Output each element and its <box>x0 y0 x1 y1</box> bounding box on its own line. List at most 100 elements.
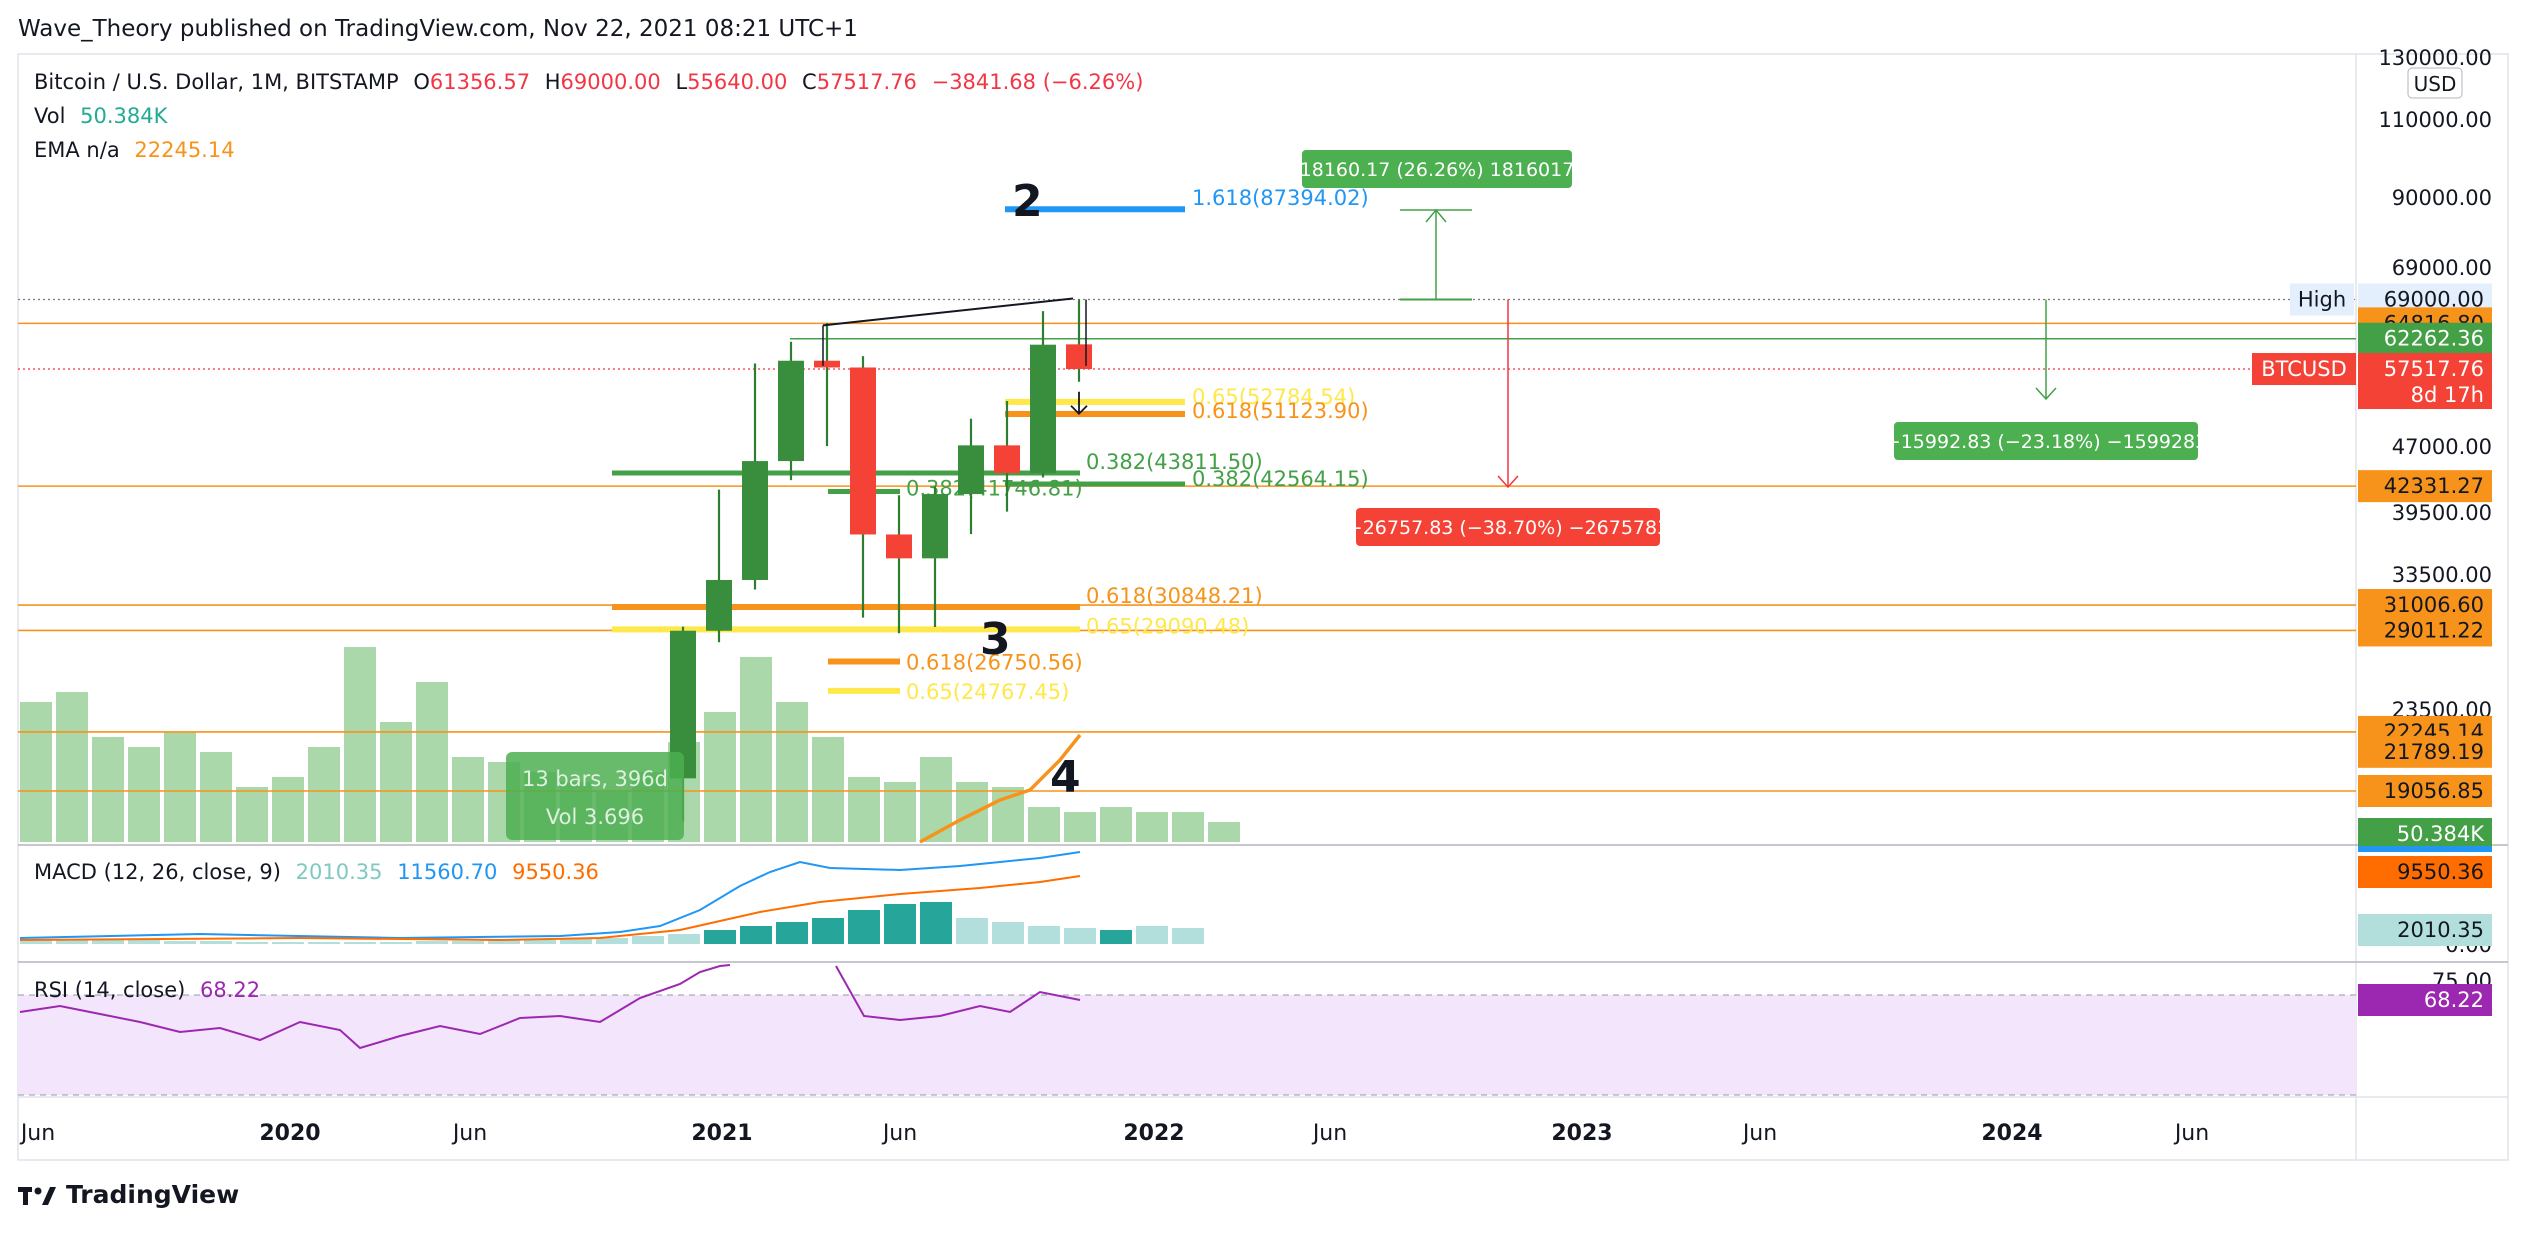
tradingview-logo: TradingView <box>18 1180 239 1209</box>
measure-up-badge <box>1302 150 1572 188</box>
time-tick: 2024 <box>1981 1121 2042 1146</box>
price-label-19056: 19056.85 <box>2384 779 2484 803</box>
candle-body <box>814 360 840 368</box>
legend-vol-value: 50.384K <box>80 104 168 128</box>
fib-label-065-mid: 0.65(29090.48) <box>1086 614 1249 638</box>
macd-layer <box>19 851 1204 944</box>
price-label-21789: 21789.19 <box>2384 740 2484 764</box>
drawings-layer: 2 3 4 18160.17 (26.26%) 1816017 −26757.83 (−… <box>506 150 2207 844</box>
legend-symbol: Bitcoin / U.S. Dollar, 1M, BITSTAMP <box>34 70 399 94</box>
ema-line <box>919 733 1082 844</box>
price-tick: 33500.00 <box>2392 563 2492 587</box>
volume-bar <box>272 777 304 842</box>
volume-bar <box>884 782 916 842</box>
price-label-29011-bg <box>2358 614 2492 647</box>
legend-vol-label: Vol <box>34 104 66 128</box>
price-tick: 130000.00 <box>2378 46 2492 70</box>
measure-red-text: −26757.83 (−38.70%) −2675783 <box>1347 517 1669 539</box>
legend-close: C57517.76 <box>802 70 917 94</box>
legend-change: −3841.68 (−6.26%) <box>931 70 1144 94</box>
time-tick: Jun <box>2173 1121 2209 1146</box>
volume-bar <box>1028 807 1060 842</box>
macd-histogram-bar <box>308 942 340 944</box>
volume-bar <box>1208 822 1240 842</box>
volume-bar <box>1100 807 1132 842</box>
rsi-line-2 <box>835 965 1081 1022</box>
macd-histogram-bar <box>812 918 844 944</box>
macd-histogram-bar <box>1136 926 1168 944</box>
rsi-band <box>18 995 2356 1095</box>
macd-histogram-bar <box>740 926 772 944</box>
time-tick: 2022 <box>1123 1121 1184 1146</box>
chart-frame <box>17 53 2509 1161</box>
macd-histogram-bar <box>200 941 232 944</box>
candle-body <box>922 494 948 559</box>
candle-body <box>778 360 804 462</box>
price-label-vol: 50.384K <box>2397 822 2485 846</box>
candle-body <box>850 367 876 535</box>
down-arrow-icon <box>1497 475 1519 489</box>
candles-layer <box>670 299 1092 822</box>
fib-label-0618-upper: 0.618(51123.90) <box>1192 399 1369 423</box>
legend-macd: MACD (12, 26, close, 9) 2010.35 11560.70… <box>34 860 607 884</box>
fib-label-0618-low: 0.618(26750.56) <box>906 650 1083 674</box>
price-label-19056-bg <box>2358 775 2492 807</box>
fib-label-0382-a: 0.382(43811.50) <box>1086 450 1263 474</box>
volume-bar <box>848 777 880 842</box>
macd-histogram-bar <box>1064 928 1096 944</box>
down-arrow-icon <box>1070 391 1088 415</box>
macd-histogram-bar <box>128 940 160 944</box>
time-tick: Jun <box>19 1121 55 1146</box>
high-tag: High <box>2298 287 2346 311</box>
volume-bar <box>740 657 772 842</box>
legend-rsi-label: RSI (14, close) <box>34 978 186 1002</box>
wave-label-2: 2 <box>1012 176 1043 227</box>
macd-histogram-bar <box>848 910 880 944</box>
legend-open: O61356.57 <box>413 70 531 94</box>
volume-bar <box>1064 812 1096 842</box>
rsi-line <box>19 964 731 1050</box>
fib-layer: 1.618(87394.02) 0.65(52784.54)0.618(51123… <box>612 186 1369 704</box>
macd-histogram-bar <box>956 918 988 944</box>
macd-histogram-bar <box>668 934 700 944</box>
rsi-layer <box>18 964 2356 1096</box>
macd-histogram-bar <box>884 904 916 944</box>
legend-macd-signal: 9550.36 <box>512 860 599 884</box>
price-tick: 90000.00 <box>2392 186 2492 210</box>
price-label-21789-bg <box>2358 735 2492 768</box>
macd-histogram-bar <box>632 936 664 944</box>
macd-histogram-bar <box>380 942 412 944</box>
fib-label-065-upper: 0.65(52784.54) <box>1192 385 1355 409</box>
last-price-label: 57517.76 <box>2384 357 2484 381</box>
macd-histogram-bar <box>236 942 268 944</box>
fib-label-1618: 1.618(87394.02) <box>1192 186 1369 210</box>
measure-green-badge <box>1894 422 2198 460</box>
price-label-rsi: 68.22 <box>2424 988 2484 1012</box>
price-label-macd-hist: 2010.35 <box>2397 918 2484 942</box>
tradingview-logo-icon <box>18 1184 58 1206</box>
price-tick: 47000.00 <box>2392 435 2492 459</box>
legend-ema-label: EMA n/a <box>34 138 120 162</box>
volume-bar <box>704 712 736 842</box>
price-label-macd-hist-bg <box>2358 914 2492 946</box>
currency-box <box>2407 67 2463 99</box>
macd-line-tag <box>2358 846 2492 852</box>
price-label-macd-signal-bg <box>2358 856 2492 888</box>
volume-bar <box>200 752 232 842</box>
macd-histogram-bar <box>1172 928 1204 944</box>
macd-histogram-bar <box>704 930 736 944</box>
legend-volume: Vol 50.384K <box>34 104 175 128</box>
macd-histogram-bar <box>344 942 376 944</box>
price-label-62262-bg <box>2358 322 2492 355</box>
currency-label: USD <box>2414 72 2457 96</box>
range-tooltip-bars: 13 bars, 396d <box>522 767 668 791</box>
last-price-bg <box>2358 353 2492 410</box>
time-tick: Jun <box>451 1121 487 1146</box>
macd-histogram-bar <box>452 941 484 944</box>
macd-histogram-bar <box>164 941 196 944</box>
macd-line <box>19 851 1081 940</box>
volume-bar <box>776 702 808 842</box>
volume-bar <box>1172 812 1204 842</box>
